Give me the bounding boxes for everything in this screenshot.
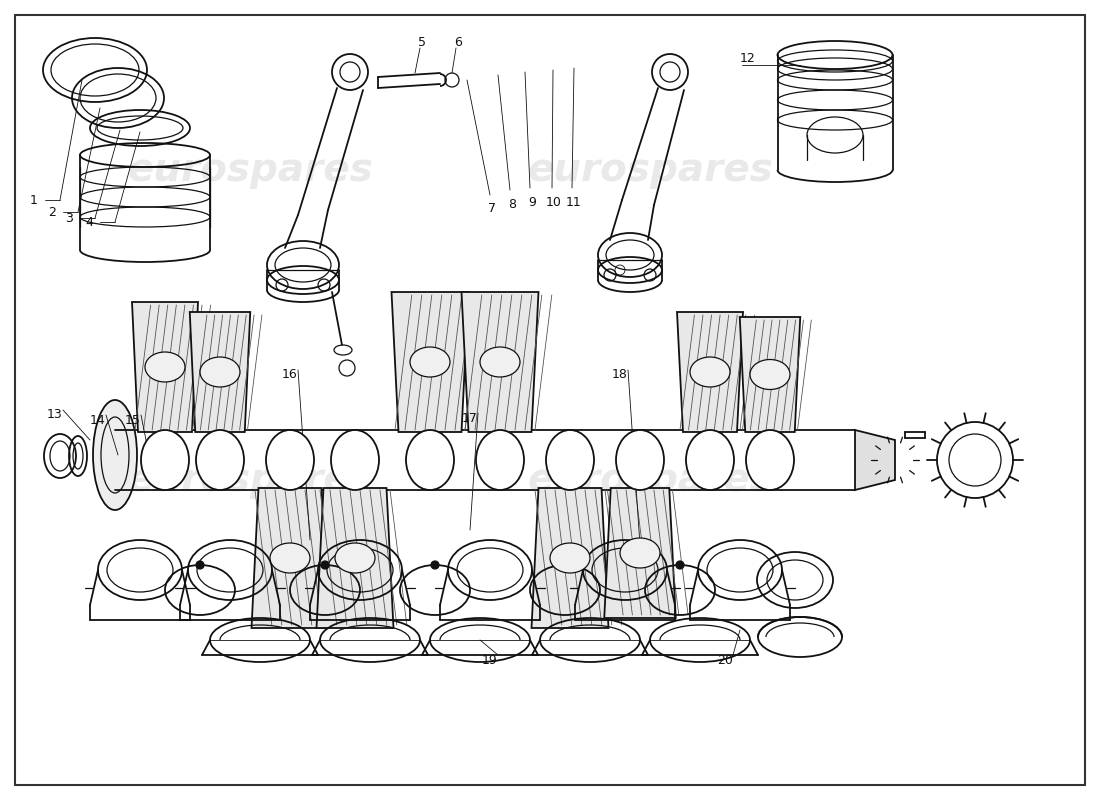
- Text: 14: 14: [90, 414, 106, 426]
- Polygon shape: [739, 317, 801, 432]
- Text: 4: 4: [85, 215, 94, 229]
- Ellipse shape: [550, 543, 590, 573]
- Ellipse shape: [616, 430, 664, 490]
- Ellipse shape: [266, 430, 314, 490]
- Polygon shape: [189, 312, 251, 432]
- Text: eurospares: eurospares: [128, 151, 373, 189]
- Polygon shape: [676, 312, 742, 432]
- Ellipse shape: [676, 561, 684, 569]
- Text: 15: 15: [125, 414, 141, 426]
- Text: 11: 11: [566, 195, 582, 209]
- Ellipse shape: [620, 538, 660, 568]
- Text: eurospares: eurospares: [128, 461, 373, 499]
- Ellipse shape: [690, 357, 730, 387]
- Text: 6: 6: [454, 35, 462, 49]
- Text: 8: 8: [508, 198, 516, 210]
- Ellipse shape: [196, 430, 244, 490]
- Text: 5: 5: [418, 35, 426, 49]
- Ellipse shape: [750, 359, 790, 390]
- Text: eurospares: eurospares: [527, 461, 773, 499]
- Ellipse shape: [686, 430, 734, 490]
- Ellipse shape: [196, 561, 204, 569]
- Text: 16: 16: [282, 369, 298, 382]
- Ellipse shape: [410, 347, 450, 377]
- Text: 7: 7: [488, 202, 496, 215]
- Ellipse shape: [561, 561, 569, 569]
- Polygon shape: [604, 488, 675, 618]
- Polygon shape: [392, 292, 469, 432]
- Ellipse shape: [480, 347, 520, 377]
- Text: 18: 18: [612, 369, 628, 382]
- Text: 17: 17: [462, 411, 477, 425]
- Polygon shape: [462, 292, 539, 432]
- Text: 9: 9: [528, 195, 536, 209]
- Polygon shape: [132, 302, 198, 432]
- Polygon shape: [317, 488, 394, 628]
- Text: 19: 19: [482, 654, 498, 666]
- Ellipse shape: [546, 430, 594, 490]
- Ellipse shape: [406, 430, 454, 490]
- Ellipse shape: [200, 357, 240, 387]
- Ellipse shape: [431, 561, 439, 569]
- Ellipse shape: [145, 352, 185, 382]
- Text: 13: 13: [47, 409, 63, 422]
- Polygon shape: [855, 430, 895, 490]
- Text: 3: 3: [65, 211, 73, 225]
- Ellipse shape: [336, 543, 375, 573]
- Polygon shape: [531, 488, 608, 628]
- Text: 20: 20: [717, 654, 733, 666]
- Ellipse shape: [141, 430, 189, 490]
- Ellipse shape: [476, 430, 524, 490]
- Ellipse shape: [331, 430, 379, 490]
- Ellipse shape: [321, 561, 329, 569]
- Text: 1: 1: [30, 194, 38, 206]
- Text: 12: 12: [740, 51, 756, 65]
- Ellipse shape: [270, 543, 310, 573]
- Polygon shape: [252, 488, 329, 628]
- Text: 2: 2: [48, 206, 56, 218]
- Text: eurospares: eurospares: [527, 151, 773, 189]
- Ellipse shape: [94, 400, 138, 510]
- Ellipse shape: [746, 430, 794, 490]
- Text: 10: 10: [546, 195, 562, 209]
